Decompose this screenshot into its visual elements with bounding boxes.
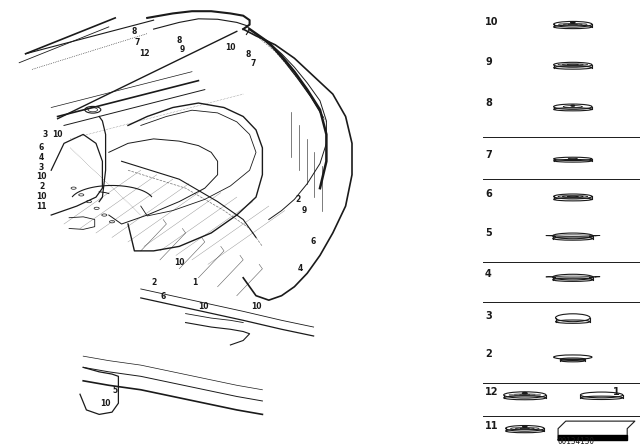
Text: 5: 5: [113, 386, 118, 395]
Ellipse shape: [523, 426, 527, 427]
Text: 10: 10: [225, 43, 236, 52]
Polygon shape: [558, 435, 627, 440]
Text: 12: 12: [139, 49, 149, 58]
Ellipse shape: [522, 392, 527, 394]
Text: 11: 11: [485, 421, 499, 431]
Text: 10: 10: [174, 258, 184, 267]
Text: 2: 2: [295, 195, 300, 204]
Text: 8: 8: [132, 27, 137, 36]
Text: 8: 8: [246, 50, 251, 59]
Text: 6: 6: [161, 292, 166, 301]
Text: 7: 7: [250, 59, 255, 68]
Text: 2: 2: [151, 278, 156, 287]
Text: 10: 10: [485, 17, 499, 27]
Text: 6: 6: [39, 143, 44, 152]
Ellipse shape: [571, 22, 575, 23]
Text: 3: 3: [39, 163, 44, 172]
Text: 8: 8: [485, 98, 492, 108]
Text: 6: 6: [485, 189, 492, 198]
Text: 6: 6: [311, 237, 316, 246]
Text: 5: 5: [485, 228, 492, 238]
Text: 9: 9: [180, 45, 185, 54]
Text: 10: 10: [100, 399, 111, 408]
Text: 10: 10: [251, 302, 261, 311]
Text: 10: 10: [198, 302, 209, 311]
Text: 10: 10: [36, 192, 47, 201]
Text: 4: 4: [298, 264, 303, 273]
Text: 1: 1: [613, 387, 620, 397]
Ellipse shape: [571, 105, 575, 106]
Text: 11: 11: [36, 202, 47, 211]
Text: 9: 9: [485, 57, 492, 67]
Text: 7: 7: [135, 38, 140, 47]
Text: 9: 9: [301, 206, 307, 215]
Text: 3: 3: [42, 130, 47, 139]
Text: 8: 8: [177, 36, 182, 45]
Text: 4: 4: [485, 269, 492, 279]
Text: 12: 12: [485, 387, 499, 397]
Text: 4: 4: [39, 153, 44, 162]
Text: 00134130: 00134130: [557, 437, 595, 446]
Text: 10: 10: [52, 130, 63, 139]
Text: 2: 2: [485, 349, 492, 359]
Text: 1: 1: [193, 278, 198, 287]
Text: 7: 7: [485, 150, 492, 159]
Text: 2: 2: [39, 182, 44, 191]
Text: 10: 10: [36, 172, 47, 181]
Text: 3: 3: [485, 311, 492, 321]
